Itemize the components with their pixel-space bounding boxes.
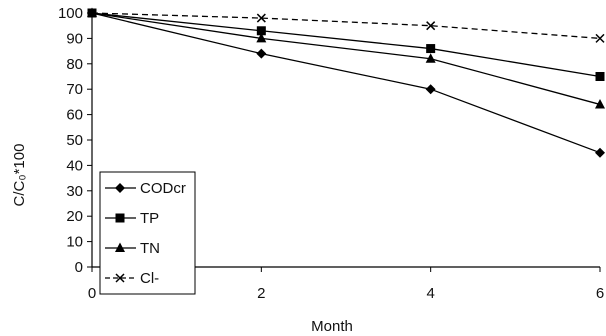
y-axis-ticks: 0 10 20 30 40 50 60 70 80 90 100 xyxy=(58,5,92,276)
x-axis-label: Month xyxy=(311,318,353,335)
y-tick-label: 90 xyxy=(66,30,83,47)
legend-box xyxy=(99,171,196,295)
series-line-tp xyxy=(91,12,601,78)
point-tn xyxy=(256,32,267,43)
y-tick-label: 60 xyxy=(66,107,83,124)
y-axis-label: C/C₀*100 xyxy=(11,144,28,207)
y-tick-label: 80 xyxy=(66,56,83,73)
legend-label: CODcr xyxy=(140,180,186,197)
series-cl xyxy=(87,8,605,43)
y-tick-label: 50 xyxy=(66,132,83,149)
point-cl xyxy=(256,13,266,23)
legend-marker xyxy=(115,183,125,193)
y-tick-label: 10 xyxy=(66,234,83,251)
legend-marker xyxy=(115,213,125,223)
legend-label: Cl- xyxy=(140,270,159,287)
x-tick-label: 0 xyxy=(88,285,96,302)
legend-item-cl: Cl- xyxy=(105,270,159,287)
point-tp xyxy=(595,72,605,81)
point-cl xyxy=(87,8,97,18)
legend-marker xyxy=(115,242,125,252)
legend-item-tp: TP xyxy=(105,210,159,227)
y-tick-label: 40 xyxy=(66,157,83,174)
series-line-cl xyxy=(91,12,601,40)
legend-label: TN xyxy=(140,240,160,257)
point-tn xyxy=(595,98,605,109)
point-tp xyxy=(426,44,436,54)
x-tick-label: 6 xyxy=(596,285,604,302)
y-tick-label: 20 xyxy=(66,208,83,225)
series-layer xyxy=(87,7,605,158)
x-tick-label: 4 xyxy=(426,285,434,302)
legend-item-tn: TN xyxy=(105,240,160,257)
point-cl xyxy=(595,33,605,43)
point-codcr xyxy=(256,48,267,59)
legend-label: TP xyxy=(140,210,159,227)
y-tick-label: 100 xyxy=(58,5,83,22)
legend: CODcr TP TN Cl- xyxy=(99,171,196,295)
point-codcr xyxy=(595,147,605,158)
point-codcr xyxy=(425,84,436,95)
legend-marker xyxy=(115,273,125,283)
series-tp xyxy=(87,8,605,81)
point-tp xyxy=(256,26,266,36)
y-tick-label: 30 xyxy=(66,183,83,200)
point-cl xyxy=(426,21,436,31)
y-tick-label: 70 xyxy=(66,81,83,98)
x-tick-label: 2 xyxy=(257,285,265,302)
legend-item-codcr: CODcr xyxy=(105,180,186,197)
y-tick-label: 0 xyxy=(75,259,83,276)
x-axis-ticks: 0 2 4 6 xyxy=(88,267,604,302)
point-tn xyxy=(425,53,436,63)
series-tn xyxy=(87,7,605,109)
series-line-tn xyxy=(91,12,601,106)
series-line-codcr xyxy=(91,12,601,154)
series-codcr xyxy=(87,8,605,158)
